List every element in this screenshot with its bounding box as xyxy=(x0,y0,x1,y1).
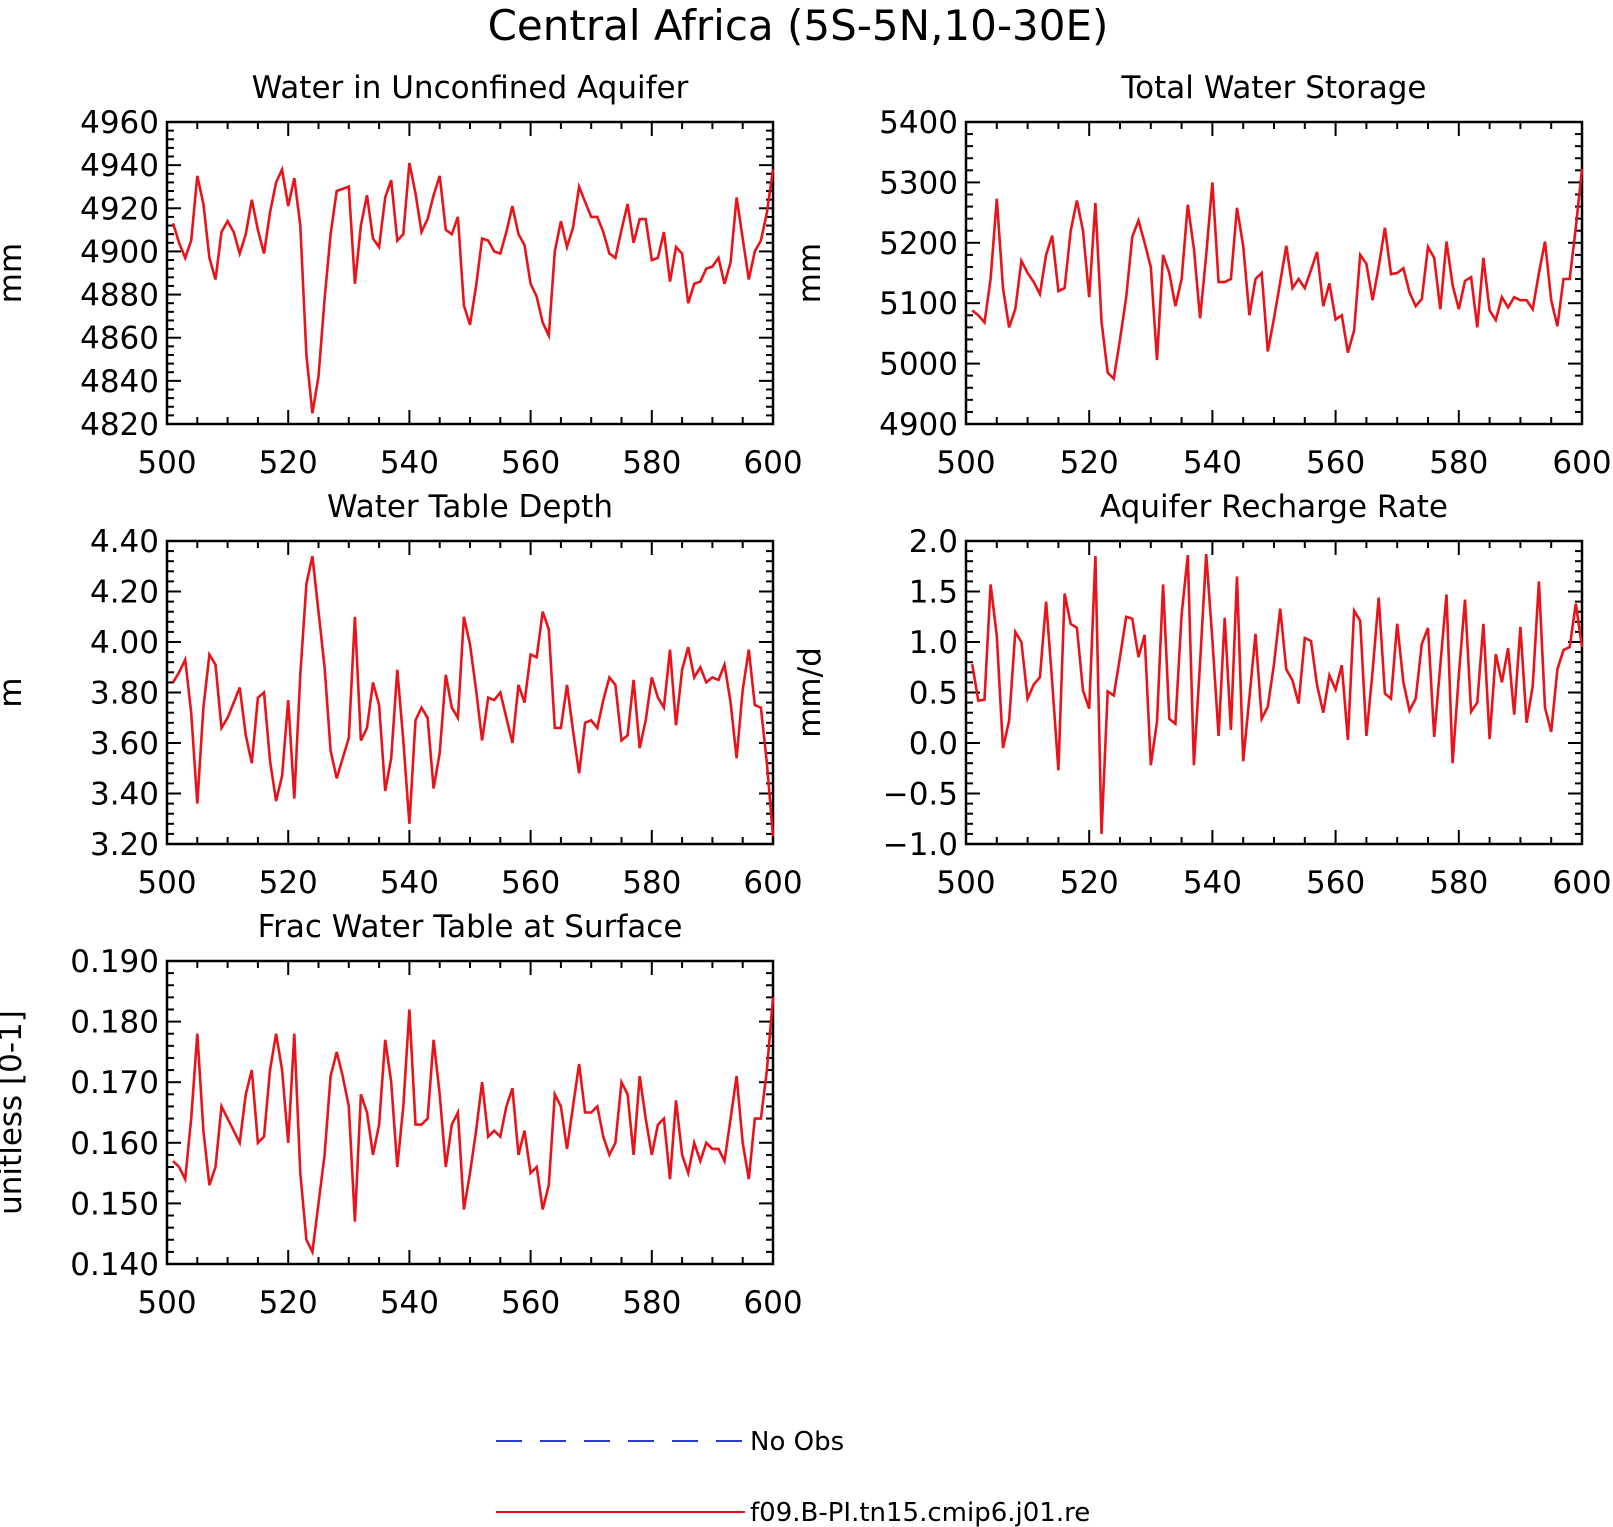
panel-1-ytick-label: 4860 xyxy=(80,321,159,357)
panel-5-ytick-label: 0.170 xyxy=(70,1065,159,1101)
panel-4-ytick-label: 0.0 xyxy=(909,726,958,762)
panel-2-xtick-label: 520 xyxy=(1060,445,1119,481)
panel-3-xtick-label: 520 xyxy=(259,865,318,901)
chart-panels: Water in Unconfined Aquifer 500 520 540 560 5… xyxy=(0,70,1612,1321)
panel-5-ytick-label: 0.140 xyxy=(70,1247,159,1283)
panel-5-xtick-label: 560 xyxy=(501,1285,560,1321)
panel-1-ytick-label: 4920 xyxy=(80,191,159,227)
panel-1-xtick-label: 580 xyxy=(622,445,681,481)
panel-4-ytick-label: 1.0 xyxy=(909,625,958,661)
panel-2-ytick-label: 5100 xyxy=(879,286,958,322)
panel-2-ytick-label: 4900 xyxy=(879,407,958,443)
panel-3-xtick-label: 540 xyxy=(380,865,439,901)
panel-5-series-line xyxy=(172,997,775,1257)
panel-2: Total Water Storage 500 520 540 560 580 600 490… xyxy=(792,70,1612,481)
panel-3-ytick-label: 4.00 xyxy=(90,625,159,661)
panel-3-frame xyxy=(165,539,775,846)
figure-title: Central Africa (5S-5N,10-30E) xyxy=(488,1,1109,50)
panel-4-ytick-label: −1.0 xyxy=(883,827,958,863)
panel-3-title: Water Table Depth xyxy=(327,489,613,525)
panel-4-xtick-label: 500 xyxy=(936,865,995,901)
panel-5-xtick-label: 600 xyxy=(743,1285,802,1321)
panel-5: Frac Water Table at Surface 500 520 540 560 5… xyxy=(0,909,803,1321)
panel-1-xtick-label: 500 xyxy=(137,445,196,481)
panel-5-ytick-label: 0.160 xyxy=(70,1126,159,1162)
panel-1-ytick-label: 4840 xyxy=(80,364,159,400)
panel-3-xtick-label: 580 xyxy=(622,865,681,901)
panel-1: Water in Unconfined Aquifer 500 520 540 560 5… xyxy=(0,70,803,481)
panel-4-ytick-label: 2.0 xyxy=(909,524,958,560)
legend-model-label: f09.B-PI.tn15.cmip6.j01.re xyxy=(750,1498,1090,1527)
panel-2-xtick-label: 580 xyxy=(1429,445,1488,481)
panel-1-xtick-label: 560 xyxy=(501,445,560,481)
panel-5-xtick-label: 540 xyxy=(380,1285,439,1321)
panel-2-ytick-label: 5000 xyxy=(879,347,958,383)
panel-4-ytick-label: −0.5 xyxy=(883,777,958,813)
panel-1-xtick-label: 600 xyxy=(743,445,802,481)
panel-3-ytick-label: 3.80 xyxy=(90,676,159,712)
panel-4-xtick-label: 540 xyxy=(1183,865,1242,901)
panel-2-ylabel: mm xyxy=(792,243,828,303)
panel-5-xtick-label: 520 xyxy=(259,1285,318,1321)
panel-4-series-line xyxy=(970,554,1584,834)
panel-3-ylabel: m xyxy=(0,677,29,707)
panel-4-xtick-label: 600 xyxy=(1552,865,1611,901)
panel-5-xtick-label: 500 xyxy=(137,1285,196,1321)
panel-4-xtick-label: 520 xyxy=(1060,865,1119,901)
panel-3-xtick-label: 600 xyxy=(743,865,802,901)
panel-4-ytick-label: 0.5 xyxy=(909,676,958,712)
panel-3-ytick-label: 3.60 xyxy=(90,726,159,762)
panel-1-xtick-label: 540 xyxy=(380,445,439,481)
panel-1-title: Water in Unconfined Aquifer xyxy=(252,70,689,106)
panel-2-xtick-label: 500 xyxy=(936,445,995,481)
panel-3: Water Table Depth 500 520 540 560 580 600 3.20 3… xyxy=(0,489,803,901)
panel-5-title: Frac Water Table at Surface xyxy=(258,909,683,945)
panel-1-frame xyxy=(165,120,775,426)
panel-2-ytick-label: 5400 xyxy=(879,105,958,141)
legend: No Obs f09.B-PI.tn15.cmip6.j01.re xyxy=(496,1427,1090,1527)
panel-2-ytick-label: 5200 xyxy=(879,226,958,262)
panel-3-ytick-label: 3.40 xyxy=(90,777,159,813)
panel-2-frame xyxy=(964,120,1584,426)
panel-1-ytick-label: 4820 xyxy=(80,407,159,443)
panel-2-xtick-label: 540 xyxy=(1183,445,1242,481)
panel-1-ytick-label: 4880 xyxy=(80,278,159,314)
panel-1-ylabel: mm xyxy=(0,243,29,303)
panel-1-series-line xyxy=(171,162,775,414)
panel-4-xtick-label: 580 xyxy=(1429,865,1488,901)
panel-3-series-line xyxy=(171,555,775,837)
panel-5-frame xyxy=(165,959,775,1266)
panel-2-series-line xyxy=(971,168,1584,382)
panel-5-ytick-label: 0.150 xyxy=(70,1186,159,1222)
panel-2-title: Total Water Storage xyxy=(1120,70,1426,106)
panel-4-xtick-label: 560 xyxy=(1306,865,1365,901)
panel-1-xtick-label: 520 xyxy=(259,445,318,481)
panel-1-ytick-label: 4940 xyxy=(80,148,159,184)
panel-4-ytick-label: 1.5 xyxy=(909,575,958,611)
panel-4-ylabel: mm/d xyxy=(792,647,828,738)
panel-4-frame xyxy=(964,539,1584,846)
panel-1-ytick-label: 4900 xyxy=(80,234,159,270)
panel-2-xtick-label: 600 xyxy=(1552,445,1611,481)
panel-2-ytick-label: 5300 xyxy=(879,165,958,201)
panel-2-xtick-label: 560 xyxy=(1306,445,1365,481)
panel-3-ytick-label: 3.20 xyxy=(90,827,159,863)
panel-3-xtick-label: 500 xyxy=(137,865,196,901)
panel-5-ytick-label: 0.190 xyxy=(70,944,159,980)
panel-3-xtick-label: 560 xyxy=(501,865,560,901)
panel-5-xtick-label: 580 xyxy=(622,1285,681,1321)
panel-4: Aquifer Recharge Rate 500 520 540 560 580 600 −… xyxy=(792,489,1612,901)
panel-5-ylabel: unitless [0-1] xyxy=(0,1010,29,1215)
panel-4-title: Aquifer Recharge Rate xyxy=(1100,489,1448,525)
panel-3-ytick-label: 4.40 xyxy=(90,524,159,560)
panel-1-ytick-label: 4960 xyxy=(80,105,159,141)
legend-obs-label: No Obs xyxy=(750,1427,844,1457)
panel-5-ytick-label: 0.180 xyxy=(70,1005,159,1041)
panel-3-ytick-label: 4.20 xyxy=(90,575,159,611)
